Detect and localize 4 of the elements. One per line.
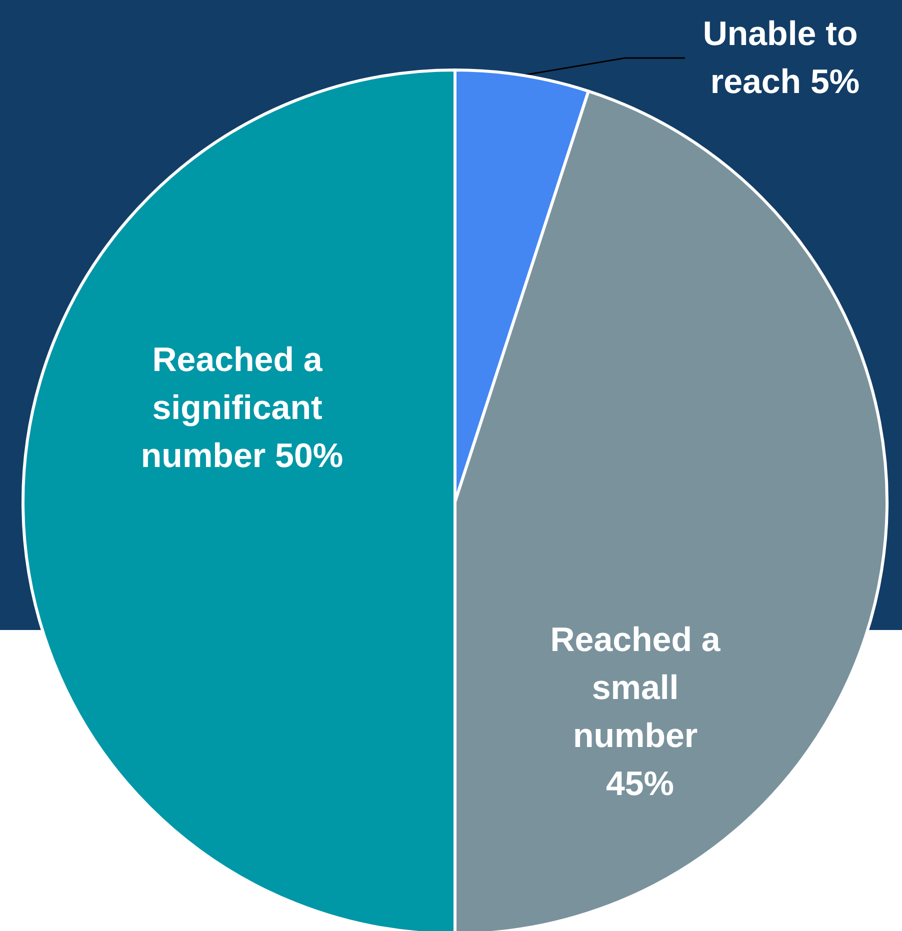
- slice-label: Unable to reach 5%: [702, 15, 868, 101]
- slice-label: Reached a small number: [550, 621, 730, 755]
- slice-label: Reached a significant number 50%: [140, 341, 344, 475]
- data-label: 45%: [606, 765, 674, 803]
